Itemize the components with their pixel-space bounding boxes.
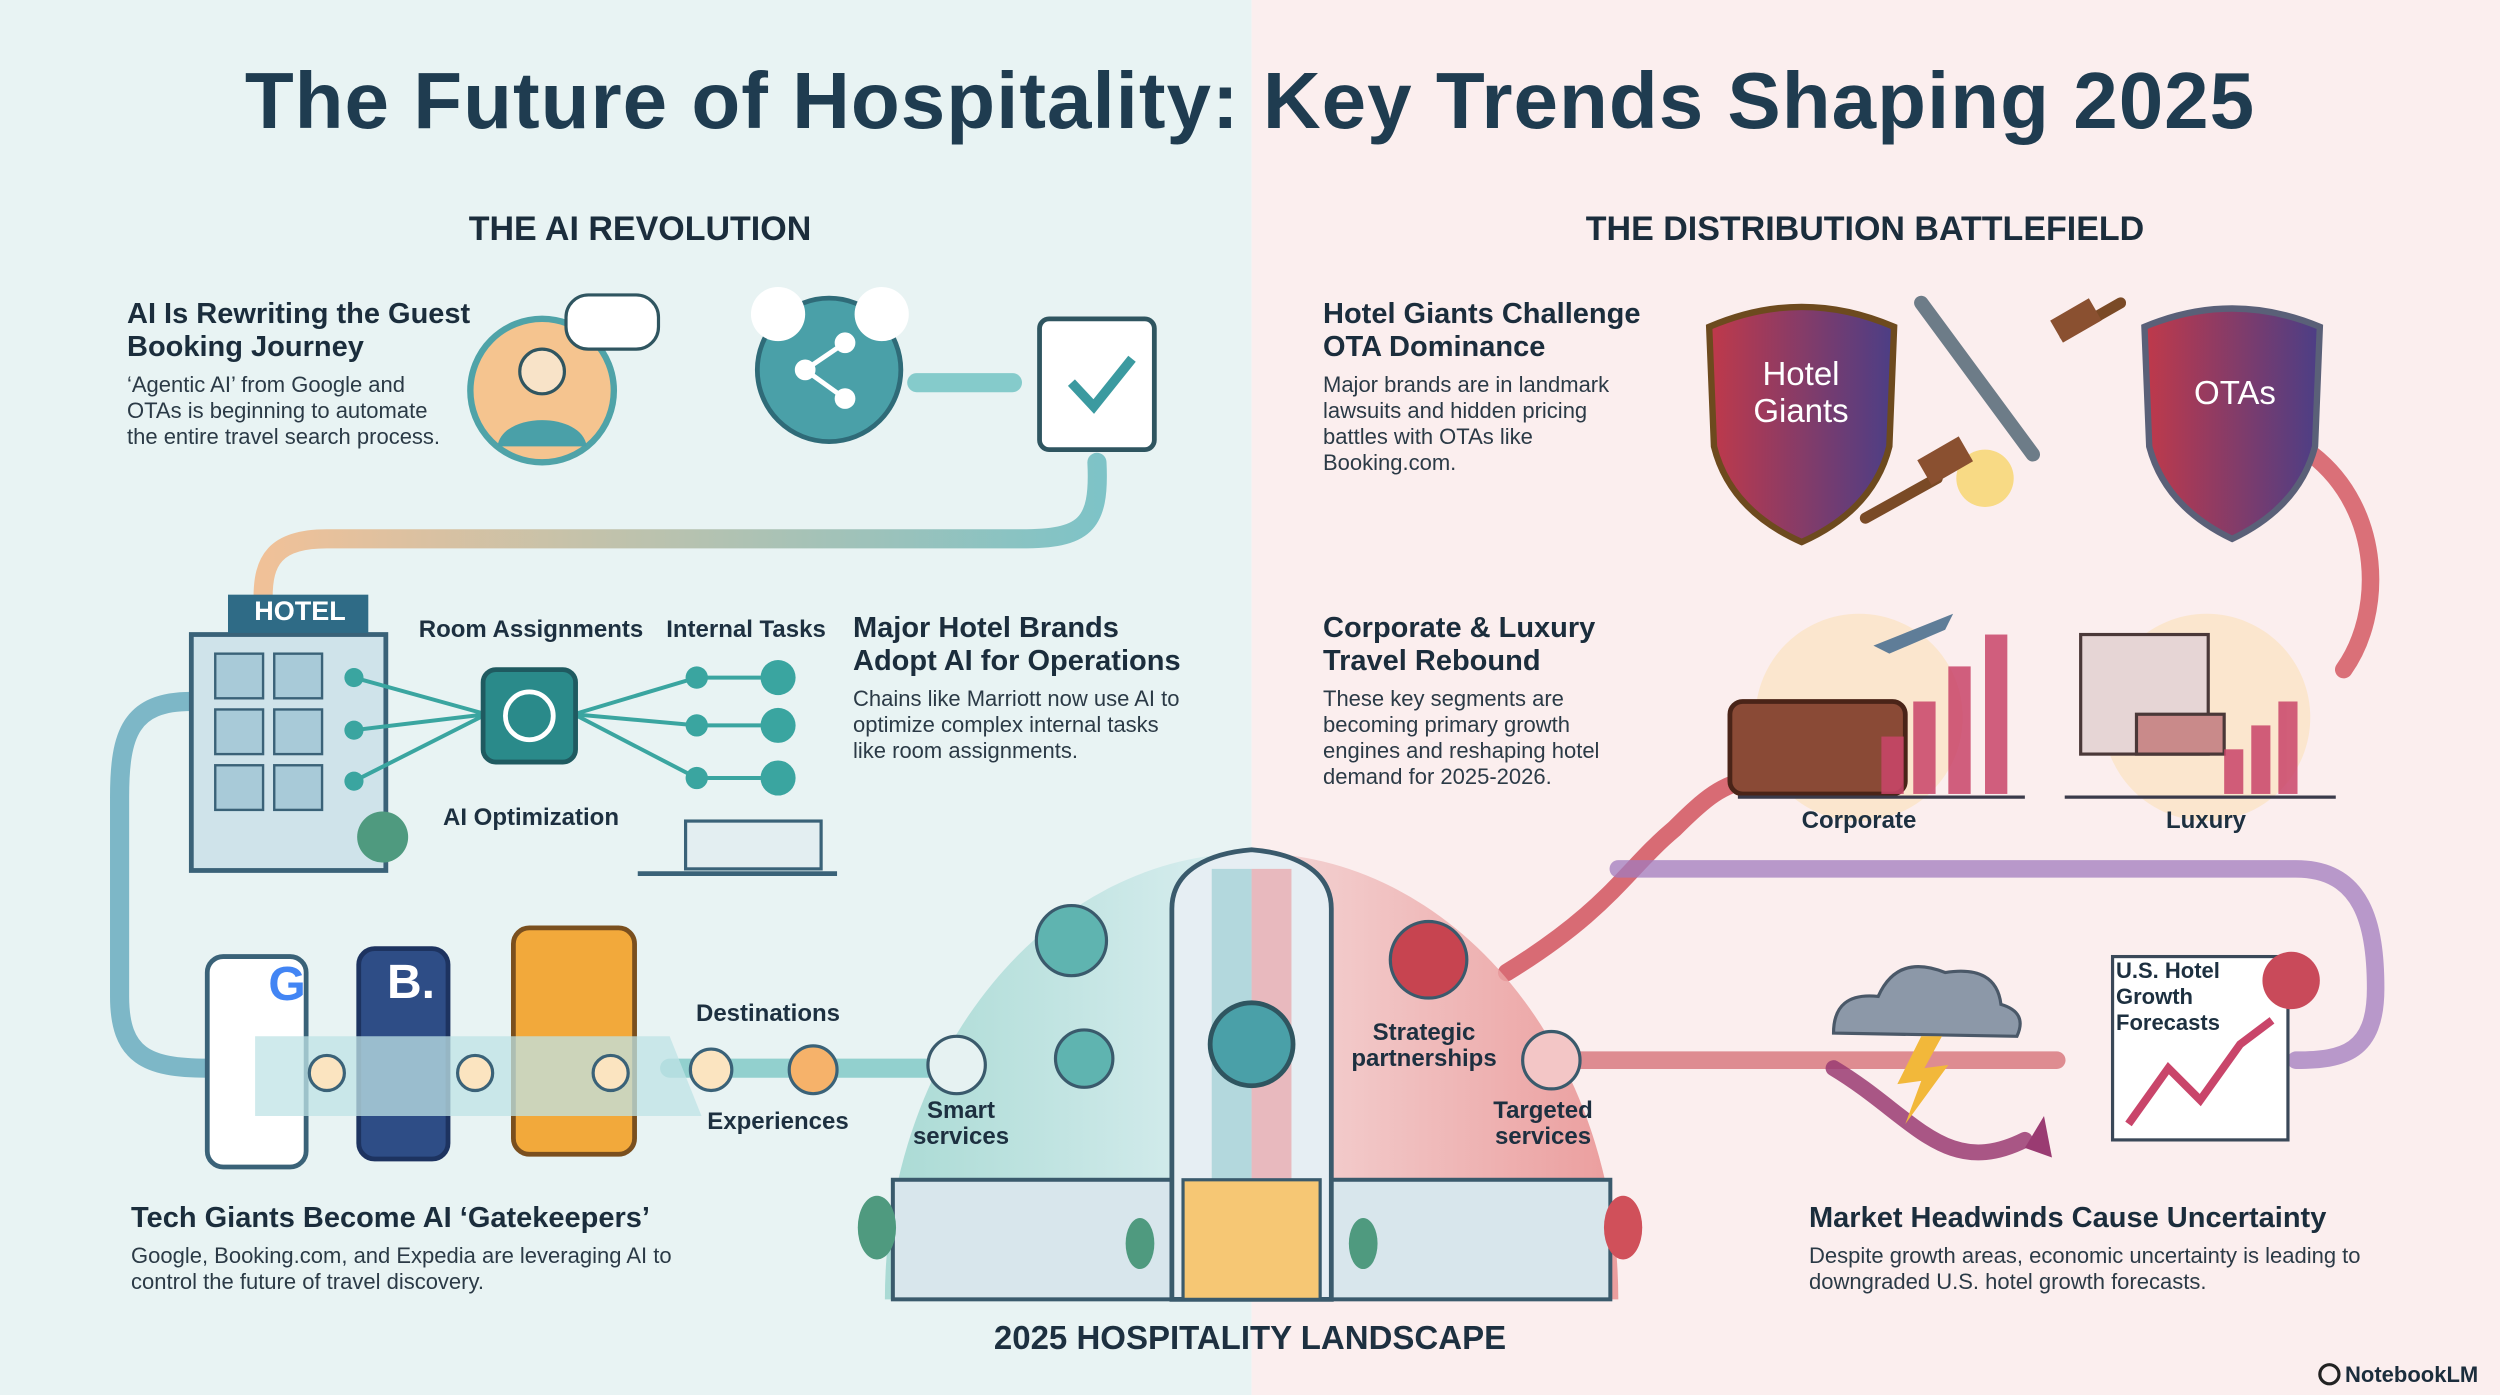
- trend-card: Hotel Giants Challenge OTA Dominance Majo…: [1323, 298, 1673, 476]
- trend-heading: Major Hotel Brands Adopt AI for Operatio…: [853, 612, 1181, 677]
- trend-card: Corporate & Luxury Travel Rebound These k…: [1323, 612, 1653, 790]
- trend-heading: AI Is Rewriting the Guest Booking Journe…: [127, 298, 471, 363]
- trend-card: Major Hotel Brands Adopt AI for Operatio…: [853, 612, 1208, 764]
- logo: G: [268, 958, 306, 1011]
- trend-card: AI Is Rewriting the Guest Booking Journe…: [127, 298, 527, 450]
- hotel-sign: HOTEL: [254, 596, 346, 626]
- trend-heading: Tech Giants Become AI ‘Gatekeepers’: [131, 1202, 650, 1234]
- label: Smart services: [912, 1097, 1010, 1150]
- trend-body: Major brands are in landmark lawsuits an…: [1323, 372, 1610, 475]
- section-heading: THE AI REVOLUTION: [468, 210, 812, 248]
- label: Experiences: [707, 1108, 849, 1135]
- label: U.S. Hotel Growth Forecasts: [2116, 958, 2220, 1035]
- label: Luxury: [2165, 807, 2246, 834]
- trend-body: These key segments are becoming primary …: [1323, 686, 1600, 789]
- trend-heading: Corporate & Luxury Travel Rebound: [1323, 612, 1596, 677]
- trend-heading: Hotel Giants Challenge OTA Dominance: [1323, 298, 1641, 363]
- label: Destinations: [695, 1000, 841, 1027]
- section-heading: THE DISTRIBUTION BATTLEFIELD: [1585, 210, 2145, 248]
- trend-body: Despite growth areas, economic uncertain…: [1809, 1243, 2361, 1294]
- title: The Future of Hospitality: Key Trends Sh…: [244, 56, 2256, 145]
- brand: NotebookLM: [2345, 1362, 2479, 1387]
- trend-card: Tech Giants Become AI ‘Gatekeepers’ Googl…: [131, 1202, 721, 1295]
- label: Corporate: [1801, 807, 1917, 834]
- trend-heading: Market Headwinds Cause Uncertainty: [1809, 1202, 2327, 1234]
- logo: B.: [387, 956, 435, 1009]
- shield-label: Hotel Giants: [1753, 355, 1849, 429]
- label: Strategic partnerships: [1351, 1019, 1497, 1072]
- shield-label: OTAs: [2194, 374, 2276, 411]
- label: Room Assignments: [418, 616, 644, 643]
- trend-card: Market Headwinds Cause Uncertainty Despit…: [1809, 1202, 2409, 1295]
- label: Internal Tasks: [666, 616, 826, 643]
- trend-body: ‘Agentic AI’ from Google and OTAs is beg…: [127, 372, 441, 449]
- trend-body: Google, Booking.com, and Expedia are lev…: [131, 1243, 672, 1294]
- trend-body: Chains like Marriott now use AI to optim…: [853, 686, 1180, 763]
- label: Targeted services: [1493, 1097, 1593, 1150]
- label: AI Optimization: [443, 804, 619, 831]
- landscape-label: 2025 HOSPITALITY LANDSCAPE: [993, 1319, 1507, 1356]
